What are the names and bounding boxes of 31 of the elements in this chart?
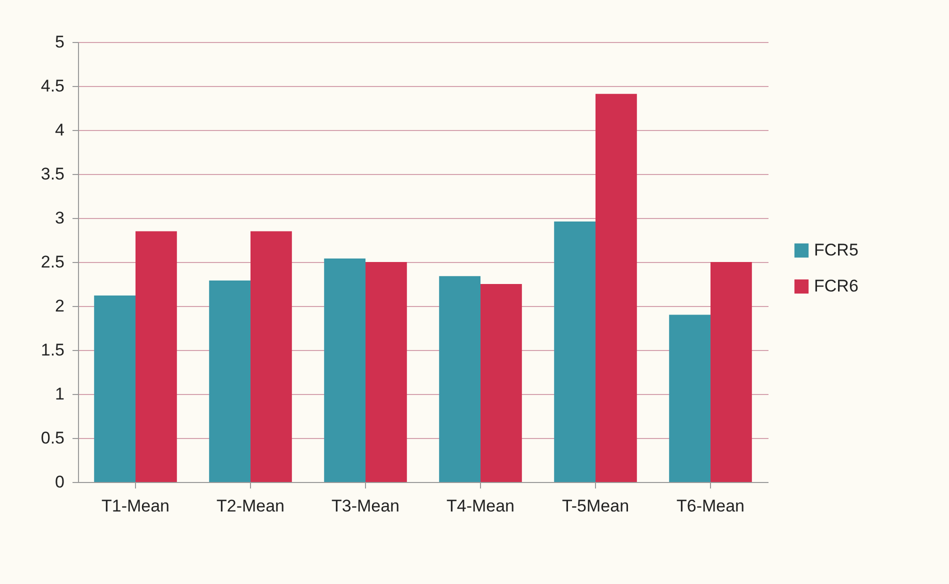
bar xyxy=(136,231,177,482)
x-tick-label: T1-Mean xyxy=(101,496,170,516)
y-tick-label: 1.5 xyxy=(40,340,64,360)
y-tick-label: 1 xyxy=(55,384,64,404)
bar xyxy=(480,284,522,482)
bar xyxy=(669,314,710,482)
x-tick-label: T2-Mean xyxy=(216,496,285,516)
x-tick-label: T4-Mean xyxy=(446,496,515,516)
y-tick-label: 2 xyxy=(55,296,64,316)
bar xyxy=(554,222,596,482)
y-tick-label: 3.5 xyxy=(40,164,64,184)
y-tick-label: 2.5 xyxy=(40,252,64,272)
bar xyxy=(94,295,136,482)
y-tick-label: 4 xyxy=(55,120,64,140)
bar xyxy=(366,262,407,482)
x-tick-label: T3-Mean xyxy=(331,496,400,516)
y-tick-label: 0 xyxy=(55,472,64,492)
bar xyxy=(209,280,250,482)
y-tick-label: 5 xyxy=(55,32,64,52)
x-tick-label: T6-Mean xyxy=(676,496,745,516)
bar xyxy=(250,231,292,482)
y-tick-label: 3 xyxy=(55,208,64,228)
y-tick-label: 0.5 xyxy=(40,428,64,448)
x-tick-label: T-5Mean xyxy=(562,496,630,516)
legend-label: FCR6 xyxy=(814,276,858,296)
bar xyxy=(710,262,752,482)
bar xyxy=(324,258,366,482)
y-tick-label: 4.5 xyxy=(40,76,64,96)
bar xyxy=(596,94,637,482)
legend-label: FCR5 xyxy=(814,240,858,260)
bar xyxy=(439,276,480,482)
